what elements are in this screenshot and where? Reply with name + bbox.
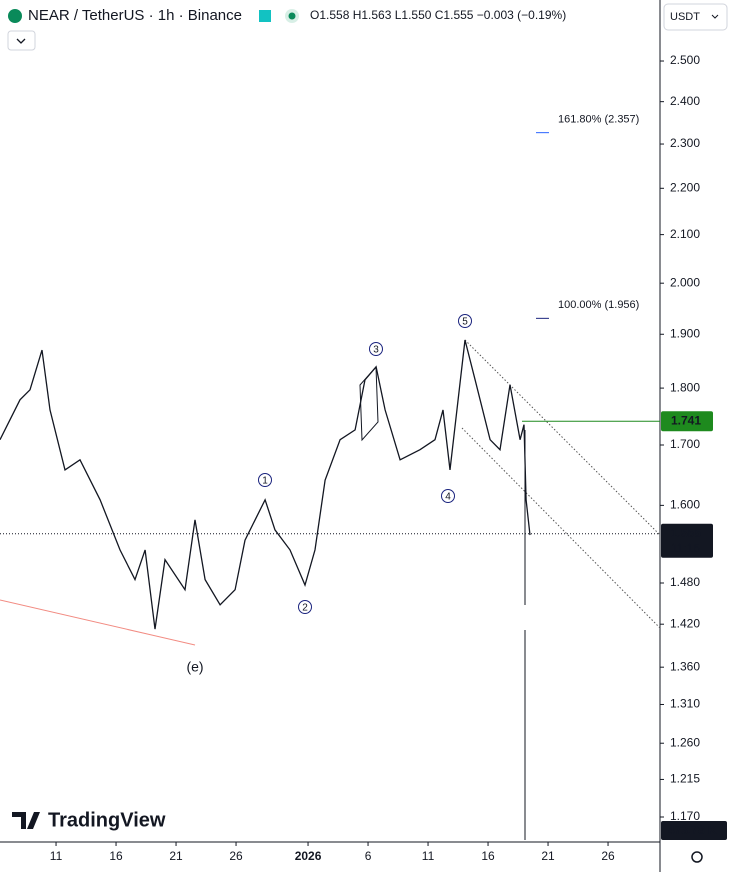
channel-line bbox=[461, 427, 661, 629]
x-tick-label: 16 bbox=[481, 849, 495, 863]
level-tag bbox=[661, 411, 713, 432]
logo-mark bbox=[12, 812, 40, 829]
wave-circle bbox=[458, 314, 472, 328]
trend-line bbox=[0, 599, 196, 646]
y-tick-label: 2.500 bbox=[670, 53, 700, 67]
channel-line bbox=[464, 339, 661, 536]
chevron bbox=[16, 38, 26, 44]
fib-label: 100.00% (1.956) bbox=[558, 299, 639, 311]
currency-select[interactable] bbox=[663, 3, 728, 31]
logo: TradingView bbox=[12, 809, 166, 831]
collapse-button[interactable] bbox=[7, 30, 36, 51]
y-tick-label: 1.360 bbox=[670, 659, 700, 673]
last-price-tag bbox=[661, 523, 713, 558]
wave-label: 5 bbox=[462, 317, 468, 328]
x-tick-label: 26 bbox=[601, 849, 615, 863]
x-tick-label: 2026 bbox=[295, 849, 322, 863]
x-tick-label: 6 bbox=[365, 849, 372, 863]
volume-tag bbox=[661, 821, 727, 840]
y-tick-label: 2.200 bbox=[670, 180, 700, 194]
wave-label: 3 bbox=[373, 345, 379, 356]
volume-label: 473.78 K bbox=[668, 823, 717, 837]
flag-icon bbox=[259, 10, 271, 22]
x-tick-label: 26 bbox=[229, 849, 243, 863]
y-tick-label: 1.260 bbox=[670, 735, 700, 749]
x-tick-label: 11 bbox=[50, 849, 63, 863]
y-tick-label: 1.800 bbox=[670, 380, 700, 394]
status-dot bbox=[288, 12, 296, 20]
y-tick-label: 1.215 bbox=[670, 772, 700, 786]
wave-label: 1 bbox=[262, 476, 268, 487]
symbol-title[interactable]: NEAR / TetherUS · 1h · Binance bbox=[28, 7, 242, 24]
currency: USDT bbox=[670, 11, 700, 23]
logo-text: TradingView bbox=[48, 809, 166, 831]
price-line bbox=[0, 339, 531, 630]
wave-circle bbox=[369, 342, 383, 356]
y-tick-label: 1.900 bbox=[670, 326, 700, 340]
y-tick-label: 1.310 bbox=[670, 697, 700, 711]
y-tick-label: 2.100 bbox=[670, 227, 700, 241]
settings-icon[interactable] bbox=[691, 851, 703, 863]
x-tick-label: 21 bbox=[541, 849, 555, 863]
y-tick-label: 2.000 bbox=[670, 275, 700, 289]
y-tick-label: 1.480 bbox=[670, 575, 700, 589]
x-tick-label: 11 bbox=[422, 849, 435, 863]
y-tick-label: 2.300 bbox=[670, 136, 700, 150]
y-tick-label: 1.420 bbox=[670, 616, 700, 630]
wave-label: 2 bbox=[302, 603, 308, 614]
y-tick-label: 1.600 bbox=[670, 498, 700, 512]
chevron bbox=[711, 14, 719, 19]
x-tick-label: 21 bbox=[169, 849, 183, 863]
symbol-icon bbox=[8, 9, 22, 23]
wave-circle bbox=[258, 473, 272, 487]
y-tick-label: 1.170 bbox=[670, 809, 700, 823]
wave-circle bbox=[441, 489, 455, 503]
x-tick-label: 16 bbox=[109, 849, 123, 863]
fib-label: 161.80% (2.357) bbox=[558, 114, 639, 126]
last-price-text: 1.555 bbox=[671, 526, 701, 540]
corrective-label: (e) bbox=[186, 659, 203, 675]
wave-label: 4 bbox=[445, 492, 451, 503]
level-tag-text: 1.741 bbox=[671, 413, 701, 427]
countdown: 11:15 bbox=[671, 541, 700, 555]
y-tick-label: 2.400 bbox=[670, 94, 700, 108]
wave-circle bbox=[298, 600, 312, 614]
y-tick-label: 1.700 bbox=[670, 437, 700, 451]
ohlc: O1.558 H1.563 L1.550 C1.555 −0.003 (−0.1… bbox=[310, 8, 566, 22]
